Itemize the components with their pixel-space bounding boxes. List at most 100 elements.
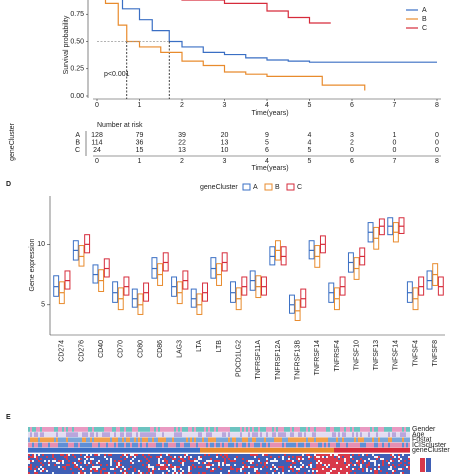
heatmap-cell — [98, 460, 100, 462]
heatmap-cell — [116, 472, 118, 474]
annotation-cell — [172, 447, 174, 453]
heatmap-cell — [28, 460, 30, 462]
annotation-cell — [310, 427, 312, 432]
x-tick-label: TNFSF10 — [353, 340, 360, 370]
annotation-cell — [178, 432, 180, 437]
x-tick-label: 3 — [223, 102, 227, 109]
heatmap-cell — [242, 470, 244, 472]
heatmap-cell — [326, 466, 328, 468]
heatmap-cell — [290, 470, 292, 472]
heatmap-cell — [370, 458, 372, 460]
heatmap-cell — [46, 456, 48, 458]
heatmap-cell — [158, 464, 160, 466]
heatmap-cell — [394, 454, 396, 456]
heatmap-cell — [128, 468, 130, 470]
heatmap-cell — [378, 458, 380, 460]
heatmap-cell — [144, 458, 146, 460]
annotation-cell — [138, 442, 140, 448]
heatmap-cell — [266, 464, 268, 466]
annotation-cell — [64, 447, 66, 453]
heatmap-cell — [222, 464, 224, 466]
heatmap-cell — [132, 460, 134, 462]
heatmap-cell — [354, 472, 356, 474]
heatmap-cell — [94, 466, 96, 468]
heatmap-cell — [286, 460, 288, 462]
annotation-cell — [78, 447, 80, 453]
annotation-cell — [200, 427, 202, 432]
annotation-cell — [390, 437, 392, 443]
heatmap-cell — [400, 466, 402, 468]
heatmap-cell — [264, 456, 266, 458]
heatmap-cell — [40, 462, 42, 464]
annotation-cell — [250, 437, 252, 443]
annotation-cell — [226, 432, 228, 437]
heatmap-cell — [52, 462, 54, 464]
heatmap-cell — [218, 470, 220, 472]
annotation-cell — [48, 442, 50, 448]
annotation-cell — [354, 432, 356, 437]
annotation-cell — [192, 447, 194, 453]
annotation-cell — [112, 442, 114, 448]
annotation-cell — [340, 447, 342, 453]
annotation-cell — [316, 437, 318, 443]
heatmap-cell — [152, 462, 154, 464]
heatmap-cell — [184, 464, 186, 466]
heatmap-cell — [362, 458, 364, 460]
annotation-cell — [188, 442, 190, 448]
annotation-cell — [408, 427, 410, 432]
heatmap-cell — [314, 462, 316, 464]
annotation-cell — [352, 432, 354, 437]
heatmap-cell — [48, 462, 50, 464]
heatmap-cell — [28, 470, 30, 472]
heatmap-cell — [272, 456, 274, 458]
heatmap-cell — [168, 472, 170, 474]
heatmap-cell — [82, 466, 84, 468]
heatmap-cell — [394, 466, 396, 468]
heatmap-cell — [226, 464, 228, 466]
annotation-cell — [328, 432, 330, 437]
annotation-cell — [72, 447, 74, 453]
heatmap-cell — [66, 458, 68, 460]
heatmap-cell — [378, 456, 380, 458]
heatmap-cell — [302, 464, 304, 466]
annotation-cell — [330, 427, 332, 432]
heatmap-cell — [284, 462, 286, 464]
heatmap-cell — [122, 468, 124, 470]
heatmap-cell — [128, 472, 130, 474]
heatmap-cell — [312, 454, 314, 456]
heatmap-cell — [406, 454, 408, 456]
annotation-cell — [356, 447, 358, 453]
heatmap-cell — [226, 470, 228, 472]
heatmap-cell — [92, 462, 94, 464]
heatmap-cell — [62, 456, 64, 458]
heatmap-cell — [96, 470, 98, 472]
heatmap-cell — [150, 458, 152, 460]
heatmap-cell — [380, 464, 382, 466]
heatmap-cell — [152, 460, 154, 462]
annotation-cell — [306, 442, 308, 448]
heatmap-cell — [180, 460, 182, 462]
annotation-cell — [308, 442, 310, 448]
heatmap-cell — [144, 466, 146, 468]
annotation-cell — [272, 432, 274, 437]
heatmap-cell — [352, 464, 354, 466]
annotation-cell — [30, 427, 32, 432]
heatmap-cell — [72, 456, 74, 458]
heatmap-cell — [384, 460, 386, 462]
heatmap-cell — [268, 462, 270, 464]
heatmap-cell — [86, 468, 88, 470]
annotation-cell — [408, 442, 410, 448]
heatmap-cell — [120, 462, 122, 464]
heatmap-cell — [342, 466, 344, 468]
heatmap-cell — [344, 456, 346, 458]
x-tick-label: 6 — [350, 158, 354, 165]
heatmap-cell — [208, 460, 210, 462]
heatmap-cell — [234, 454, 236, 456]
heatmap-cell — [46, 460, 48, 462]
heatmap-cell — [370, 470, 372, 472]
annotation-cell — [292, 447, 294, 453]
annotation-cell — [230, 427, 232, 432]
annotation-cell — [326, 437, 328, 443]
heatmap-cell — [274, 458, 276, 460]
heatmap-cell — [162, 456, 164, 458]
